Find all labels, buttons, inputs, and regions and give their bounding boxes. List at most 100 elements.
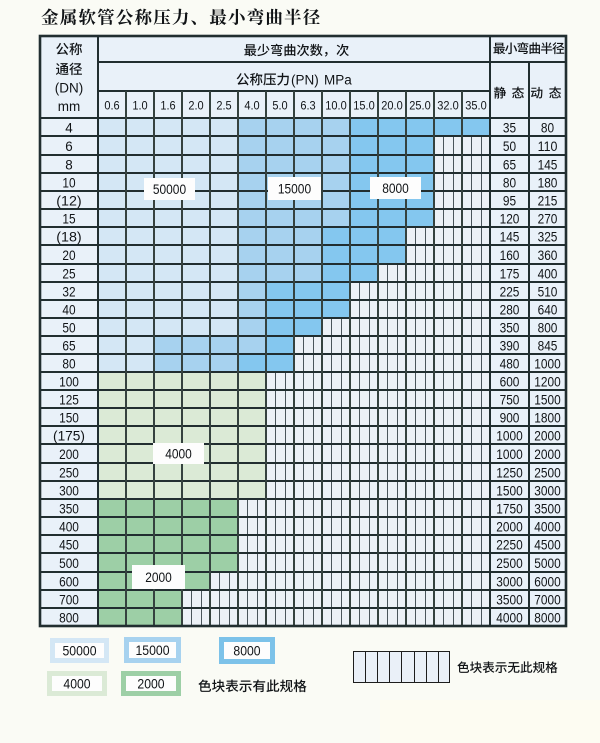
- svg-text:480: 480: [500, 357, 520, 372]
- svg-text:215: 215: [538, 194, 558, 209]
- svg-text:4000: 4000: [165, 446, 192, 461]
- svg-text:2500: 2500: [496, 556, 522, 571]
- svg-text:40: 40: [62, 303, 75, 318]
- svg-text:1750: 1750: [496, 502, 522, 517]
- svg-text:3500: 3500: [496, 593, 522, 608]
- svg-text:25.0: 25.0: [409, 98, 430, 112]
- svg-text:900: 900: [500, 411, 520, 426]
- svg-text:175: 175: [500, 267, 520, 282]
- svg-text:4.0: 4.0: [244, 98, 259, 112]
- svg-text:600: 600: [59, 575, 79, 590]
- svg-text:350: 350: [59, 502, 79, 517]
- svg-text:10: 10: [62, 176, 75, 191]
- svg-text:5.0: 5.0: [272, 98, 287, 112]
- svg-text:0.6: 0.6: [104, 98, 119, 112]
- svg-text:400: 400: [538, 267, 558, 282]
- svg-text:390: 390: [500, 339, 520, 354]
- svg-text:6000: 6000: [534, 575, 560, 590]
- svg-text:50: 50: [62, 321, 75, 336]
- svg-text:35: 35: [503, 121, 516, 136]
- svg-text:145: 145: [500, 230, 520, 245]
- svg-text:750: 750: [500, 393, 520, 408]
- svg-text:2.5: 2.5: [216, 98, 231, 112]
- svg-text:10.0: 10.0: [325, 98, 346, 112]
- svg-text:100: 100: [59, 375, 79, 390]
- svg-text:2000: 2000: [137, 677, 164, 692]
- svg-text:80: 80: [62, 357, 75, 372]
- svg-text:350: 350: [500, 321, 520, 336]
- svg-text:640: 640: [538, 303, 558, 318]
- svg-text:15.0: 15.0: [353, 98, 374, 112]
- svg-text:8: 8: [65, 158, 72, 173]
- svg-text:2.0: 2.0: [188, 98, 203, 112]
- svg-text:50000: 50000: [63, 644, 97, 659]
- svg-text:(175): (175): [53, 429, 85, 444]
- svg-text:120: 120: [500, 212, 520, 227]
- svg-text:800: 800: [538, 321, 558, 336]
- svg-text:200: 200: [59, 447, 79, 462]
- svg-text:500: 500: [59, 556, 79, 571]
- svg-text:250: 250: [59, 466, 79, 481]
- svg-text:mm: mm: [58, 99, 81, 114]
- svg-text:65: 65: [503, 158, 516, 173]
- svg-text:1250: 1250: [496, 466, 522, 481]
- svg-text:MPa: MPa: [324, 72, 352, 87]
- svg-text:3500: 3500: [534, 502, 560, 517]
- svg-text:6.3: 6.3: [300, 98, 315, 112]
- svg-text:510: 510: [538, 285, 558, 300]
- svg-text:32.0: 32.0: [437, 98, 458, 112]
- svg-text:225: 225: [500, 285, 520, 300]
- svg-text:(18): (18): [56, 230, 81, 245]
- svg-text:4000: 4000: [534, 520, 560, 535]
- svg-text:110: 110: [538, 139, 558, 154]
- svg-text:1200: 1200: [534, 375, 560, 390]
- svg-text:1800: 1800: [534, 411, 560, 426]
- svg-text:8000: 8000: [382, 181, 409, 196]
- svg-text:360: 360: [538, 248, 558, 263]
- svg-text:(12): (12): [56, 194, 81, 209]
- svg-text:270: 270: [538, 212, 558, 227]
- svg-text:80: 80: [541, 121, 554, 136]
- svg-text:400: 400: [59, 520, 79, 535]
- svg-text:(PN): (PN): [291, 72, 319, 87]
- svg-text:150: 150: [59, 411, 79, 426]
- svg-text:1000: 1000: [496, 429, 522, 444]
- svg-text:280: 280: [500, 303, 520, 318]
- svg-text:145: 145: [538, 158, 558, 173]
- svg-text:845: 845: [538, 339, 558, 354]
- svg-text:325: 325: [538, 230, 558, 245]
- svg-text:450: 450: [59, 538, 79, 553]
- svg-text:160: 160: [500, 248, 520, 263]
- svg-text:15000: 15000: [136, 643, 170, 658]
- svg-text:80: 80: [503, 176, 516, 191]
- svg-text:20: 20: [62, 248, 75, 263]
- svg-text:1500: 1500: [534, 393, 560, 408]
- svg-text:8000: 8000: [233, 644, 260, 659]
- svg-text:15000: 15000: [278, 181, 311, 196]
- svg-text:700: 700: [59, 593, 79, 608]
- svg-text:2500: 2500: [534, 466, 560, 481]
- svg-text:32: 32: [62, 285, 75, 300]
- svg-text:8000: 8000: [534, 611, 560, 626]
- svg-text:4000: 4000: [496, 611, 522, 626]
- svg-text:6: 6: [65, 139, 72, 154]
- svg-text:3000: 3000: [496, 575, 522, 590]
- svg-text:1.0: 1.0: [132, 98, 147, 112]
- svg-text:2000: 2000: [496, 520, 522, 535]
- svg-text:4500: 4500: [534, 538, 560, 553]
- svg-text:600: 600: [500, 375, 520, 390]
- svg-text:2000: 2000: [534, 447, 560, 462]
- svg-text:(DN): (DN): [55, 81, 84, 96]
- svg-text:25: 25: [62, 267, 75, 282]
- svg-text:50: 50: [503, 139, 516, 154]
- svg-text:1.6: 1.6: [160, 98, 175, 112]
- svg-text:2000: 2000: [145, 570, 172, 585]
- svg-text:95: 95: [503, 194, 516, 209]
- svg-text:180: 180: [538, 176, 558, 191]
- svg-text:2250: 2250: [496, 538, 522, 553]
- svg-text:35.0: 35.0: [465, 98, 486, 112]
- svg-text:5000: 5000: [534, 556, 560, 571]
- svg-text:300: 300: [59, 484, 79, 499]
- svg-text:20.0: 20.0: [381, 98, 402, 112]
- svg-text:125: 125: [59, 393, 79, 408]
